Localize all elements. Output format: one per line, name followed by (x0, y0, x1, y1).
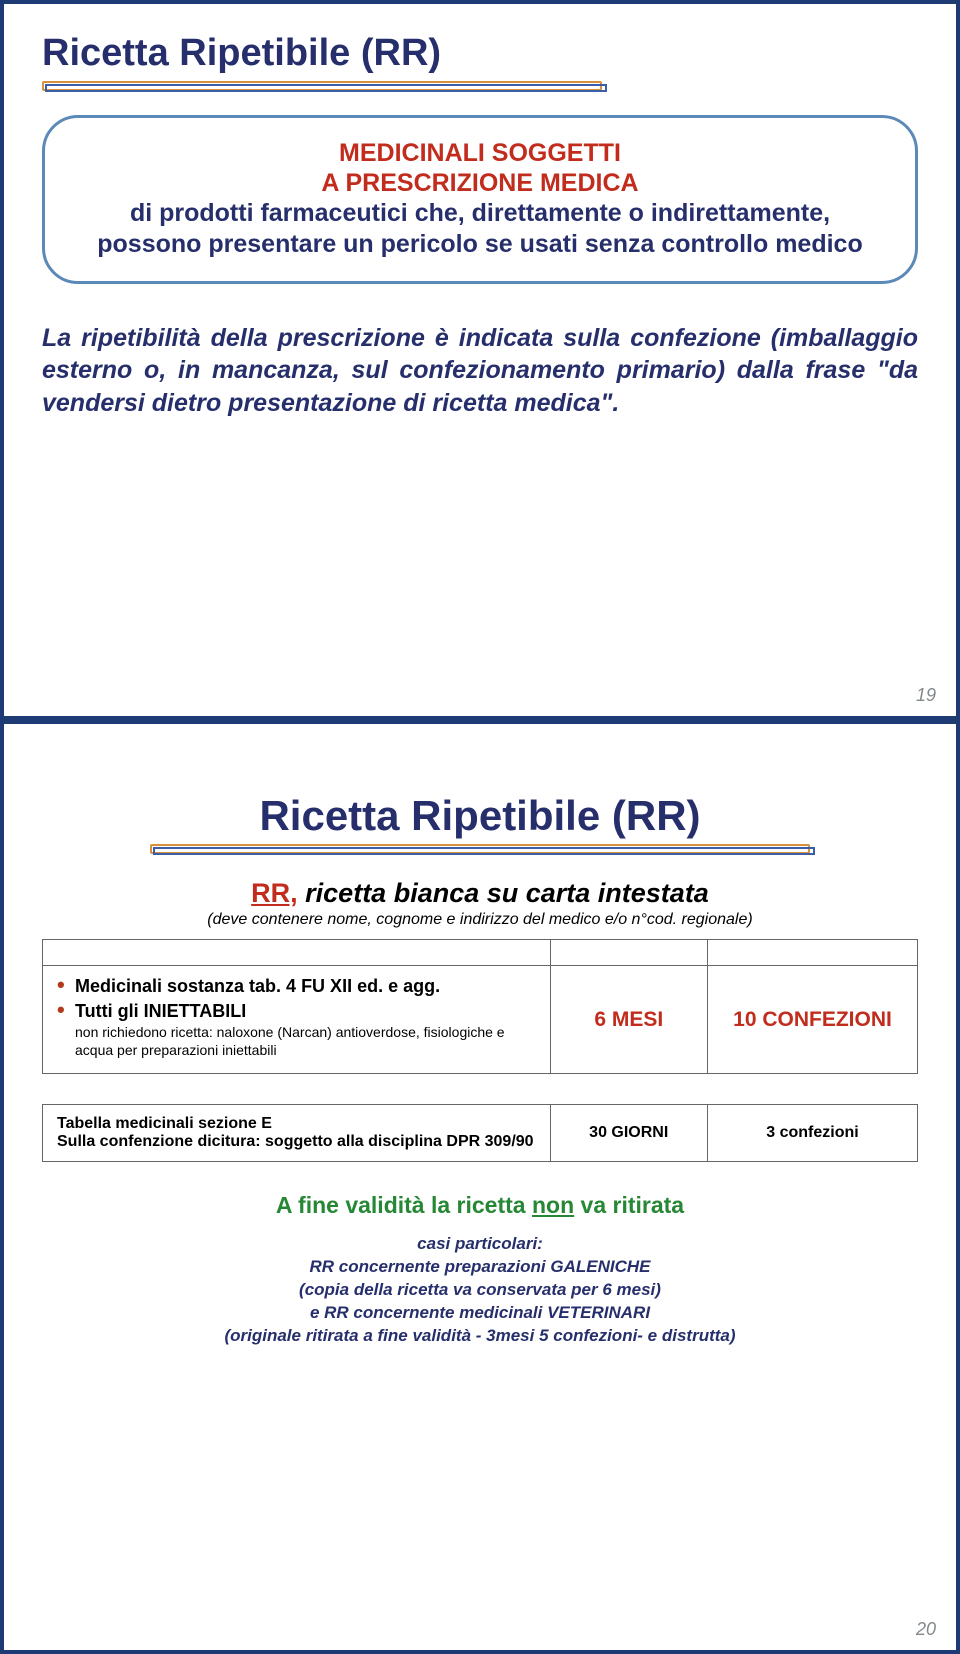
paragraph: La ripetibilità della prescrizione è ind… (42, 322, 918, 420)
rule-blue (153, 847, 815, 855)
duration-cell: 30 GIORNI (550, 1105, 708, 1162)
empty-cell (43, 940, 551, 966)
section-e-cell: Tabella medicinali sezione E Sulla confe… (43, 1105, 551, 1162)
main-table: Medicinali sostanza tab. 4 FU XII ed. e … (42, 939, 918, 1074)
duration-cell: 6 MESI (550, 966, 708, 1074)
rr-label: RR, (251, 878, 298, 908)
bullet-2: Tutti gli INIETTABILI (75, 1001, 246, 1021)
row2-line2: Sulla confenzione dicitura: soggetto all… (57, 1133, 536, 1151)
medicinali-cell: Medicinali sostanza tab. 4 FU XII ed. e … (43, 966, 551, 1074)
slide-title: Ricetta Ripetibile (RR) (42, 792, 918, 840)
empty-cell (708, 940, 918, 966)
bullet-1: Medicinali sostanza tab. 4 FU XII ed. e … (75, 976, 440, 996)
callout-red-2: A PRESCRIZIONE MEDICA (75, 168, 885, 198)
slide-1: Ricetta Ripetibile (RR) MEDICINALI SOGGE… (0, 0, 960, 720)
empty-cell (550, 940, 708, 966)
title-rule (150, 844, 810, 856)
rr-heading: RR, ricetta bianca su carta intestata (42, 878, 918, 909)
rr-rest: ricetta bianca su carta intestata (298, 878, 709, 908)
callout-box: MEDICINALI SOGGETTI A PRESCRIZIONE MEDIC… (42, 115, 918, 284)
row2-line1: Tabella medicinali sezione E (57, 1115, 536, 1133)
footer-block: casi particolari: RR concernente prepara… (42, 1233, 918, 1348)
callout-body: di prodotti farmaceutici che, direttamen… (75, 198, 885, 261)
table-row: Tabella medicinali sezione E Sulla confe… (43, 1105, 918, 1162)
green-post: va ritirata (574, 1192, 684, 1218)
foot-line: (copia della ricetta va conservata per 6… (42, 1279, 918, 1302)
bullet-item: Tutti gli INIETTABILI non richiedono ric… (57, 1001, 536, 1059)
bullet-list: Medicinali sostanza tab. 4 FU XII ed. e … (57, 976, 536, 1059)
title-rule (42, 81, 602, 93)
validity-note: A fine validità la ricetta non va ritira… (42, 1192, 918, 1219)
foot-line: RR concernente preparazioni GALENICHE (42, 1256, 918, 1279)
para-start: La ripetibilità della prescrizione è ind… (42, 324, 918, 385)
foot-line: e RR concernente medicinali VETERINARI (42, 1302, 918, 1325)
bullet-item: Medicinali sostanza tab. 4 FU XII ed. e … (57, 976, 536, 997)
rule-blue (45, 84, 607, 92)
green-underline: non (532, 1192, 574, 1218)
rr-subheading: (deve contenere nome, cognome e indirizz… (42, 911, 918, 929)
green-pre: A fine validità la ricetta (276, 1192, 532, 1218)
qty-cell: 3 confezioni (708, 1105, 918, 1162)
page-number: 20 (916, 1619, 936, 1640)
callout-red-1: MEDICINALI SOGGETTI (75, 138, 885, 168)
qty-cell: 10 CONFEZIONI (708, 966, 918, 1074)
secondary-table: Tabella medicinali sezione E Sulla confe… (42, 1104, 918, 1162)
foot-line: casi particolari: (42, 1233, 918, 1256)
foot-line: (originale ritirata a fine validità - 3m… (42, 1325, 918, 1348)
table-row: Medicinali sostanza tab. 4 FU XII ed. e … (43, 966, 918, 1074)
page-number: 19 (916, 685, 936, 706)
slide-title: Ricetta Ripetibile (RR) (42, 32, 918, 75)
table-empty-row (43, 940, 918, 966)
bullet-2-sub: non richiedono ricetta: naloxone (Narcan… (75, 1024, 536, 1059)
slide-2: Ricetta Ripetibile (RR) RR, ricetta bian… (0, 720, 960, 1654)
